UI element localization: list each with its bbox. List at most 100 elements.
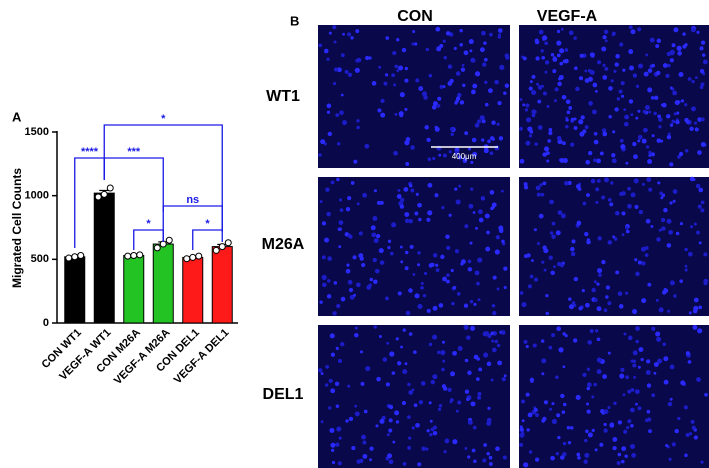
cell-nucleus <box>609 422 615 428</box>
cell-nucleus <box>476 395 482 400</box>
cell-nucleus <box>377 108 382 113</box>
significance-bracket <box>103 124 223 232</box>
cell-nucleus <box>576 452 581 457</box>
cell-nucleus <box>401 47 407 53</box>
cell-nucleus <box>519 425 523 429</box>
cell-nucleus <box>656 70 661 76</box>
cell-nucleus <box>384 73 389 77</box>
cell-nucleus <box>602 75 608 80</box>
cell-nucleus <box>542 152 547 157</box>
cell-nucleus <box>539 183 543 187</box>
cell-nucleus <box>338 245 342 249</box>
cell-nucleus <box>494 145 500 151</box>
cell-nucleus <box>324 237 330 243</box>
cell-nucleus <box>656 38 662 43</box>
cell-nucleus <box>417 462 422 467</box>
cell-nucleus <box>489 151 494 156</box>
cell-nucleus <box>528 86 533 91</box>
cell-nucleus <box>588 150 593 156</box>
cell-nucleus <box>525 117 532 123</box>
cell-nucleus <box>468 39 474 45</box>
cell-nucleus <box>697 204 702 209</box>
cell-nucleus <box>429 419 433 423</box>
cell-nucleus <box>415 422 420 428</box>
cell-nucleus <box>612 235 616 239</box>
cell-nucleus <box>428 73 433 78</box>
cell-nucleus <box>335 404 340 408</box>
cell-nucleus <box>562 59 567 64</box>
cell-nucleus <box>442 276 447 282</box>
cell-nucleus <box>646 409 651 414</box>
cell-nucleus <box>496 343 501 348</box>
cell-nucleus <box>557 210 563 215</box>
cell-nucleus <box>397 189 401 192</box>
cell-nucleus <box>593 382 597 387</box>
cell-nucleus <box>661 226 666 231</box>
cell-nucleus <box>332 311 337 316</box>
cell-nucleus <box>641 182 645 186</box>
replicate-point <box>130 252 138 260</box>
replicate-point <box>71 253 79 261</box>
cell-nucleus <box>471 137 477 143</box>
cell-nucleus <box>615 54 620 59</box>
cell-nucleus <box>497 35 501 39</box>
cell-nucleus <box>320 420 324 424</box>
cell-nucleus <box>589 70 595 75</box>
cell-nucleus <box>354 67 360 73</box>
cell-nucleus <box>573 117 577 121</box>
cell-nucleus <box>486 420 492 426</box>
cell-nucleus <box>446 279 450 284</box>
cell-nucleus <box>408 332 413 336</box>
cell-nucleus <box>552 56 558 62</box>
cell-nucleus <box>528 450 533 454</box>
cell-nucleus <box>612 130 616 134</box>
cell-nucleus <box>523 182 528 187</box>
cell-nucleus <box>684 264 688 268</box>
cell-nucleus <box>472 425 477 430</box>
cell-nucleus <box>648 154 652 157</box>
cell-nucleus <box>671 442 676 447</box>
cell-nucleus <box>524 108 529 112</box>
cell-nucleus <box>551 402 555 406</box>
cell-nucleus <box>536 82 540 86</box>
cell-nucleus <box>676 45 682 51</box>
cell-nucleus <box>365 55 370 61</box>
cell-nucleus <box>535 56 540 61</box>
cell-nucleus <box>452 285 457 290</box>
cell-nucleus <box>597 60 602 65</box>
cell-nucleus <box>522 103 526 107</box>
cell-nucleus <box>477 298 481 302</box>
replicate-point <box>94 193 102 201</box>
cell-nucleus <box>565 124 569 129</box>
cell-nucleus <box>428 342 433 347</box>
cell-nucleus <box>477 391 482 396</box>
cell-nucleus <box>356 202 360 206</box>
cell-nucleus <box>531 259 534 262</box>
cell-nucleus <box>328 406 332 410</box>
cell-nucleus <box>668 229 674 235</box>
cell-nucleus <box>592 82 598 88</box>
cell-nucleus <box>412 30 416 34</box>
cell-nucleus <box>479 115 485 121</box>
cell-nucleus <box>387 239 392 243</box>
cell-nucleus <box>559 48 565 54</box>
cell-nucleus <box>387 453 393 459</box>
cell-nucleus <box>418 86 424 92</box>
cell-nucleus <box>548 345 553 350</box>
cell-nucleus <box>691 106 696 112</box>
cell-nucleus <box>394 112 398 116</box>
cell-nucleus <box>568 297 572 301</box>
cell-nucleus <box>561 410 566 414</box>
cell-nucleus <box>551 221 556 226</box>
cell-nucleus <box>575 86 580 92</box>
cell-nucleus <box>401 400 407 406</box>
cell-nucleus <box>699 46 704 51</box>
cell-nucleus <box>373 325 377 329</box>
column-header: VEGF-A <box>537 8 598 25</box>
cell-nucleus <box>347 233 352 238</box>
cell-nucleus <box>486 230 490 235</box>
cell-nucleus <box>356 119 360 123</box>
cell-nucleus <box>570 426 574 430</box>
cell-nucleus <box>394 410 400 416</box>
cell-nucleus <box>388 459 394 465</box>
